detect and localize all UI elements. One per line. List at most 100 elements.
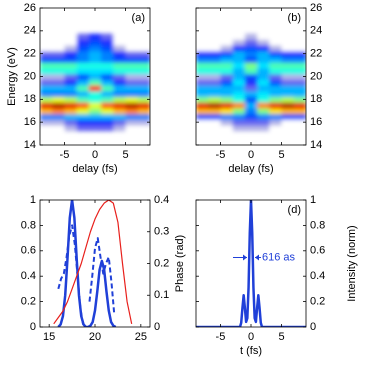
heat-cell xyxy=(293,73,306,80)
heat-cell xyxy=(52,33,65,40)
heat-cell xyxy=(244,56,258,63)
heat-cell xyxy=(101,85,114,92)
panel-label: (a) xyxy=(132,12,145,24)
heat-cell xyxy=(88,79,102,86)
heat-cell xyxy=(196,79,209,86)
heat-cell xyxy=(293,113,306,120)
heat-cell xyxy=(257,90,270,97)
heat-cell xyxy=(232,39,246,46)
heat-cell xyxy=(220,33,234,40)
x-tick-label: 0 xyxy=(248,331,254,343)
heat-cell xyxy=(257,85,270,92)
heat-cell xyxy=(125,85,139,92)
heat-cell xyxy=(137,33,150,40)
heat-cell xyxy=(64,85,78,92)
heat-cell xyxy=(76,96,90,103)
heat-cell xyxy=(269,56,283,63)
heat-cell xyxy=(125,90,139,97)
y2-tick-label: 0.2 xyxy=(154,257,169,269)
heat-cell xyxy=(52,96,65,103)
y-tick-label: 14 xyxy=(24,139,36,151)
heat-cell xyxy=(208,39,221,46)
heat-cell xyxy=(269,107,283,115)
heat-cell xyxy=(281,113,295,120)
heat-cell xyxy=(64,50,78,58)
heat-cell xyxy=(101,50,114,58)
x-tick-label: 5 xyxy=(278,331,284,343)
heat-cell xyxy=(196,62,209,69)
heat-cell xyxy=(64,45,78,52)
heat-cell xyxy=(137,125,150,132)
heat-cell xyxy=(269,125,283,132)
heat-cell xyxy=(232,50,246,58)
heat-cell xyxy=(52,125,65,132)
heat-cell xyxy=(196,85,209,92)
heat-cell xyxy=(64,107,78,115)
y-tick-label: 16 xyxy=(310,116,322,128)
heat-cell xyxy=(101,113,114,120)
heat-cell xyxy=(232,33,246,40)
heat-cell xyxy=(137,85,150,92)
heat-cell xyxy=(196,56,209,63)
heat-cell xyxy=(196,73,209,80)
y-tick-label: 22 xyxy=(24,48,36,60)
heat-cell xyxy=(220,39,234,46)
heat-cell xyxy=(281,102,295,109)
heat-cell xyxy=(76,39,90,46)
y-tick-label: 22 xyxy=(310,48,322,60)
panel-label: (b) xyxy=(288,12,301,24)
heat-cell xyxy=(220,85,234,92)
heat-cell xyxy=(52,119,65,126)
heat-cell xyxy=(64,33,78,40)
line-series xyxy=(53,200,133,325)
heat-cell xyxy=(125,96,139,103)
heat-cell xyxy=(208,107,221,115)
heat-cell xyxy=(76,73,90,80)
heat-cell xyxy=(40,107,53,115)
heat-cell xyxy=(281,85,295,92)
heat-cell xyxy=(40,102,53,109)
x-axis-label: delay (fs) xyxy=(228,163,273,175)
heat-cell xyxy=(101,96,114,103)
heat-cell xyxy=(293,33,306,40)
heat-cell xyxy=(208,67,221,75)
heat-cell xyxy=(196,39,209,46)
heat-cell xyxy=(40,125,53,132)
heat-cell xyxy=(244,62,258,69)
heat-cell xyxy=(196,119,209,126)
heat-cell xyxy=(40,119,53,126)
heat-cell xyxy=(269,113,283,120)
heat-cell xyxy=(244,119,258,126)
heat-cell xyxy=(281,39,295,46)
heat-cell xyxy=(281,119,295,126)
heat-cell xyxy=(64,102,78,109)
heat-cell xyxy=(137,67,150,75)
heat-cell xyxy=(101,79,114,86)
heat-cell xyxy=(208,119,221,126)
heat-cell xyxy=(196,102,209,109)
heat-cell xyxy=(40,113,53,120)
y2-tick-label: 0.1 xyxy=(154,289,169,301)
heat-cell xyxy=(257,96,270,103)
heat-cell xyxy=(137,90,150,97)
heat-cell xyxy=(137,107,150,115)
heat-cell xyxy=(244,39,258,46)
heat-cell xyxy=(125,125,139,132)
heat-cell xyxy=(76,125,90,132)
heat-cell xyxy=(125,33,139,40)
y-tick-label: 18 xyxy=(24,93,36,105)
heat-cell xyxy=(88,125,102,132)
heat-cell xyxy=(269,119,283,126)
heat-cell xyxy=(196,125,209,132)
heat-cell xyxy=(269,62,283,69)
heat-cell xyxy=(293,96,306,103)
heat-cell xyxy=(281,45,295,52)
heat-cell xyxy=(125,62,139,69)
heat-cell xyxy=(125,119,139,126)
heat-cell xyxy=(232,90,246,97)
line-series xyxy=(57,224,116,325)
heat-cell xyxy=(281,50,295,58)
heat-cell xyxy=(64,39,78,46)
heat-cell xyxy=(281,33,295,40)
